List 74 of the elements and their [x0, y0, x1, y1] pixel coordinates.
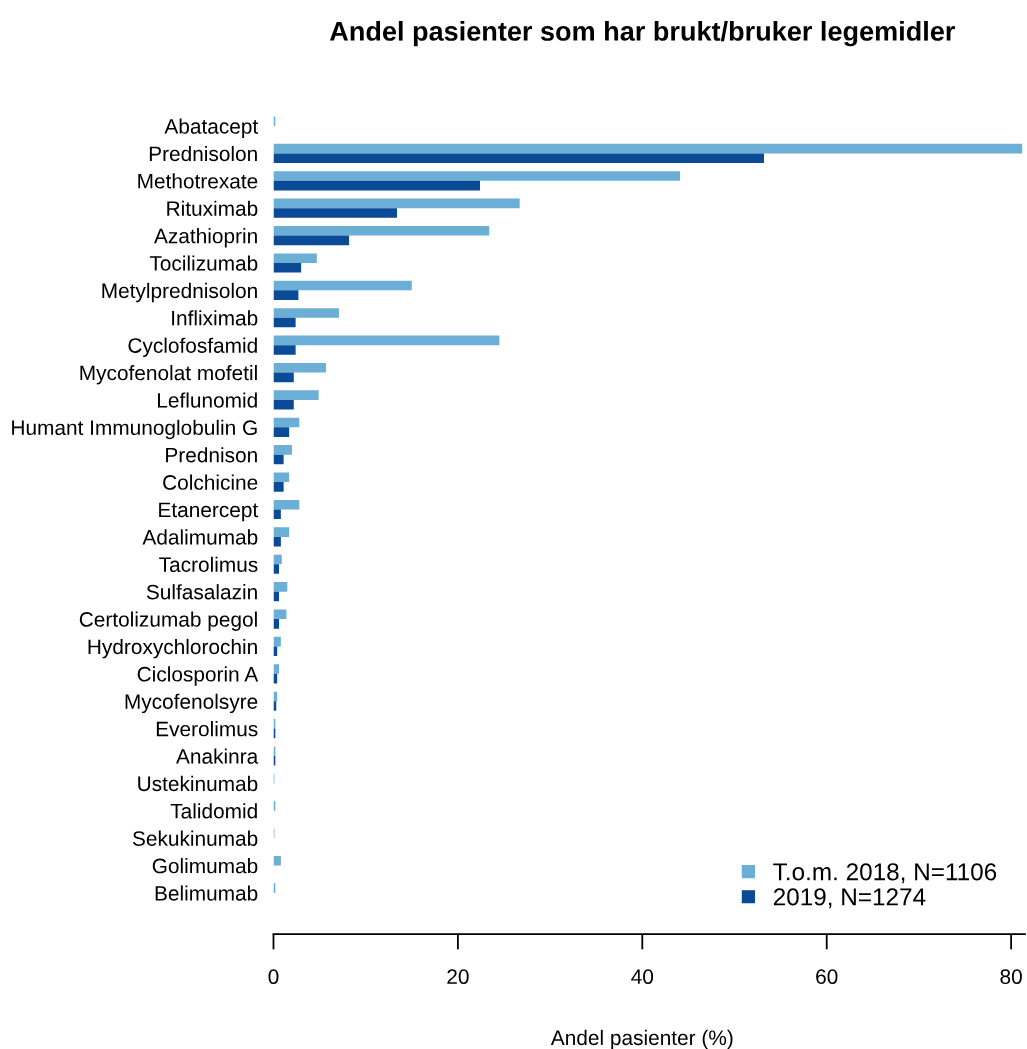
bar	[273, 153, 765, 164]
chart-title: Andel pasienter som har brukt/bruker legemidler	[329, 20, 955, 47]
bar	[273, 564, 280, 574]
bar	[273, 454, 284, 465]
y-tick-label: Methotrexate	[138, 173, 258, 189]
bar	[273, 171, 681, 181]
y-tick-label: Sulfasalazin	[146, 584, 257, 600]
bar	[273, 664, 280, 674]
bar	[273, 253, 317, 263]
bar	[273, 308, 339, 318]
bar	[273, 198, 520, 209]
y-tick-label: Tacrolimus	[159, 556, 258, 573]
bar	[273, 399, 294, 410]
bar	[273, 226, 490, 236]
bar	[273, 482, 284, 492]
bar	[273, 290, 299, 300]
bar	[273, 372, 294, 383]
y-tick-label: Infliximab	[172, 310, 258, 326]
y-tick-label: Metylprednisolon	[102, 282, 257, 303]
bar	[273, 472, 290, 483]
bar	[273, 335, 500, 346]
bar	[273, 208, 398, 218]
legend-label: T.o.m. 2018, N=1106	[773, 863, 997, 884]
y-tick-label: Ustekinumab	[138, 775, 258, 792]
bar	[273, 527, 290, 537]
x-tick-label: 20	[447, 969, 469, 985]
legend-label: 2019, N=1274	[773, 888, 926, 909]
bar	[273, 262, 302, 273]
y-tick-label: Abatacept	[164, 118, 259, 138]
y-tick-label: Talidomid	[170, 803, 257, 819]
y-tick-label: Belimumab	[155, 885, 258, 901]
y-tick-label: Rituximab	[167, 200, 258, 216]
y-tick-label: Etanercept	[159, 502, 259, 522]
y-tick-label: Mycofenolsyre	[125, 693, 258, 714]
bar	[273, 143, 1023, 154]
y-tick-label: Azathioprin	[154, 228, 257, 248]
bar	[273, 609, 287, 620]
bar	[273, 855, 281, 866]
bar	[273, 362, 327, 373]
y-tick-label: Mycofenolat mofetil	[80, 364, 257, 385]
x-tick-label: 60	[816, 969, 838, 985]
y-tick-label: Colchicine	[163, 474, 258, 490]
bar	[273, 390, 319, 400]
x-tick-label: 40	[631, 969, 654, 985]
y-tick-label: Leflunomid	[158, 392, 257, 408]
x-tick-label: 0	[268, 969, 279, 985]
y-tick-label: Anakinra	[176, 748, 259, 764]
bar	[273, 345, 296, 355]
bar	[273, 554, 282, 565]
bar	[273, 317, 296, 328]
bar	[273, 619, 280, 629]
bar	[273, 427, 290, 437]
y-tick-label: Tocilizumab	[149, 255, 258, 271]
y-tick-label: Adalimumab	[142, 529, 258, 545]
y-tick-label: Sekukinumab	[132, 830, 258, 846]
y-tick-label: Humant Immunoglobulin G	[12, 419, 257, 440]
y-tick-label: Prednison	[166, 447, 257, 463]
bar	[273, 235, 350, 246]
y-tick-label: Certolizumab pegol	[79, 611, 257, 631]
bar	[273, 180, 481, 191]
y-tick-label: Everolimus	[156, 721, 258, 737]
x-tick-label: 80	[1000, 969, 1022, 985]
bar	[273, 582, 288, 592]
bar	[273, 417, 300, 428]
bar	[273, 445, 292, 455]
y-tick-label: Ciclosporin A	[137, 666, 259, 686]
y-tick-label: Hydroxychlorochin	[88, 638, 257, 659]
bar	[273, 509, 281, 520]
x-axis-title: Andel pasienter (%)	[550, 1029, 733, 1049]
bar	[273, 280, 412, 291]
y-tick-label: Cyclofosfamid	[128, 337, 257, 358]
y-tick-label: Golimumab	[152, 858, 258, 874]
y-tick-label: Prednisolon	[149, 145, 257, 162]
bar	[273, 499, 300, 510]
